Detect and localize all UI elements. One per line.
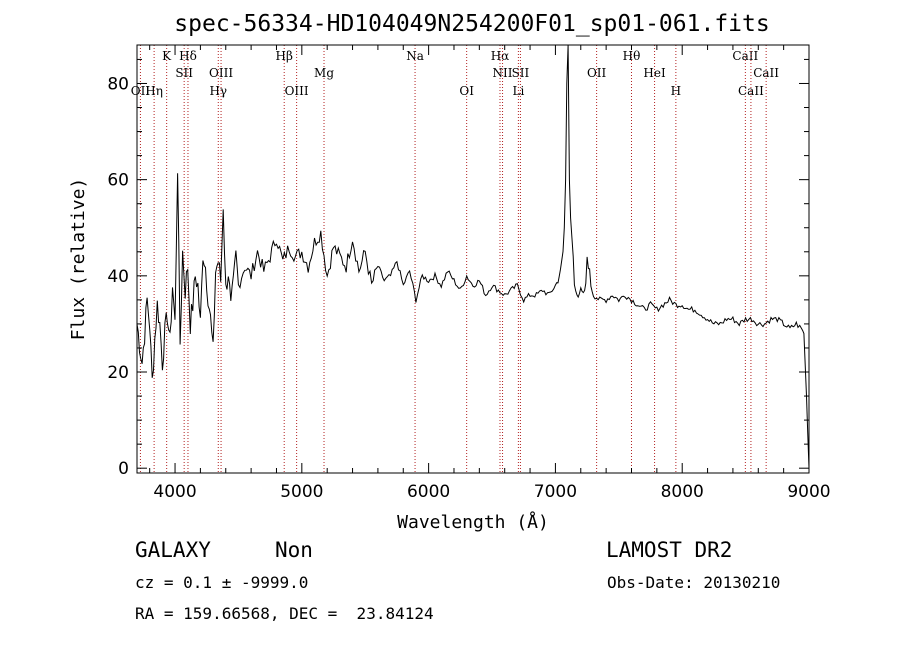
y-tick-label: 80 — [107, 74, 129, 94]
line-marker-label: Li — [512, 84, 524, 98]
line-marker-label: NII — [493, 66, 513, 80]
line-marker-label: SII — [512, 66, 530, 80]
coordinates-info: RA = 159.66568, DEC = 23.84124 — [135, 604, 434, 623]
x-tick-label: 7000 — [534, 482, 577, 502]
line-marker-label: SII — [175, 66, 193, 80]
survey-name: LAMOST DR2 — [606, 538, 733, 562]
y-tick-label: 60 — [107, 171, 129, 191]
line-marker-label: Hθ — [623, 49, 641, 63]
y-axis-label: Flux (relative) — [68, 178, 89, 341]
line-marker-label: OII — [587, 66, 607, 80]
plot-frame — [136, 44, 810, 474]
x-tick-label: 5000 — [280, 482, 323, 502]
object-class: GALAXY — [135, 538, 211, 562]
line-marker-label: Hδ — [179, 49, 197, 63]
x-tick-label: 9000 — [787, 482, 830, 502]
observation-date: Obs-Date: 20130210 — [607, 573, 781, 592]
line-marker-label: OIII — [285, 84, 309, 98]
object-subclass: Non — [275, 538, 313, 562]
line-marker-label: OIII — [209, 66, 233, 80]
line-marker-label: Hα — [491, 49, 510, 63]
spectrum-series — [136, 44, 810, 469]
line-marker-label: K — [162, 49, 172, 63]
line-marker-label: Mg — [314, 66, 334, 80]
y-tick-label: 0 — [118, 459, 129, 479]
line-marker-label: Na — [406, 49, 424, 63]
line-marker-label: H — [671, 84, 681, 98]
spectrum-line — [136, 44, 810, 469]
line-marker-label: CaII — [753, 66, 779, 80]
line-marker-label: Hβ — [276, 49, 293, 63]
chart-title: spec-56334-HD104049N254200F01_sp01-061.f… — [174, 11, 769, 37]
line-marker-label: HeI — [643, 66, 666, 80]
redshift-info: cz = 0.1 ± -9999.0 — [135, 573, 309, 592]
x-tick-label: 8000 — [661, 482, 704, 502]
line-marker-label: Hγ — [209, 84, 227, 98]
line-marker-label: Hη — [145, 84, 163, 98]
line-marker-label: CaII — [738, 84, 764, 98]
x-axis-label: Wavelength (Å) — [397, 511, 549, 533]
y-tick-label: 20 — [107, 363, 129, 383]
line-marker-label: OI — [459, 84, 474, 98]
line-marker-label: CaII — [732, 49, 758, 63]
x-tick-label: 6000 — [407, 482, 450, 502]
axis-ticks: 4000 5000 6000 7000 8000 9000 0 20 40 60 80 — [107, 45, 831, 502]
line-marker-label: OII — [131, 84, 151, 98]
y-tick-label: 40 — [107, 267, 129, 287]
x-tick-label: 4000 — [153, 482, 196, 502]
